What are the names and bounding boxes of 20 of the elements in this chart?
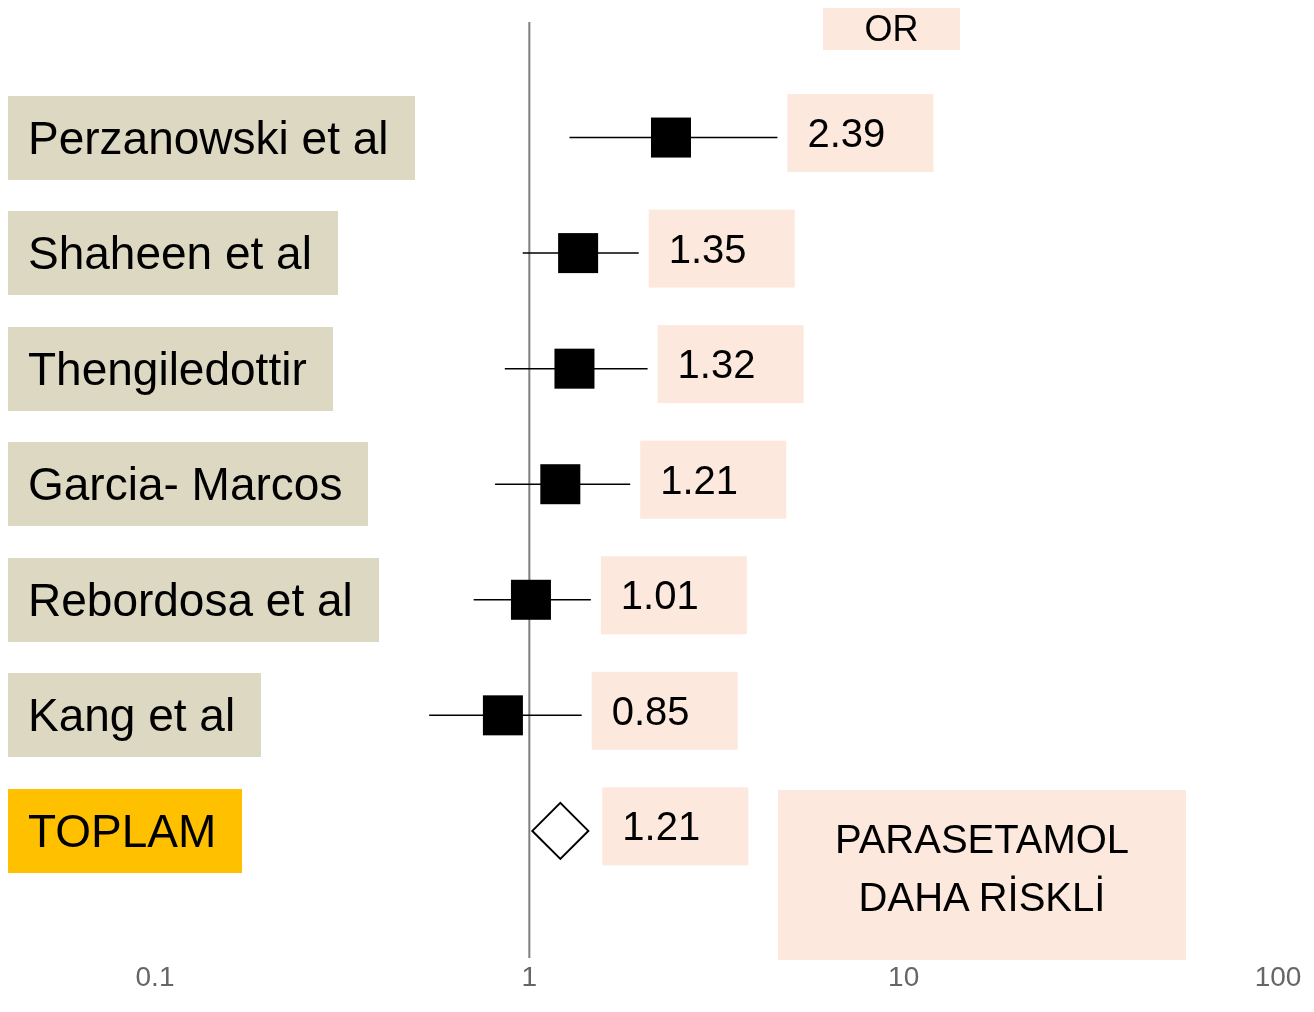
data-label: 1.35	[668, 226, 747, 271]
data-label: 1.01	[620, 573, 699, 618]
y-tick-label: Shaheen et al	[8, 211, 338, 296]
data-label: 2.39	[807, 111, 886, 156]
annotation: PARASETAMOL DAHA RİSKLİ	[778, 790, 1186, 960]
annotation: OR	[823, 8, 960, 50]
y-tick-label: Garcia- Marcos	[8, 442, 369, 527]
x-tick-label: 0.1	[135, 960, 175, 992]
data-label: 1.21	[660, 457, 739, 502]
y-tick-label: Thengiledottir	[8, 326, 333, 411]
data-label: 1.21	[622, 804, 701, 849]
y-tick-label: Rebordosa et al	[8, 557, 379, 642]
data-label: 0.85	[611, 688, 690, 733]
y-tick-label: Kang et al	[8, 673, 262, 758]
y-tick-label: Perzanowski et al	[8, 95, 415, 180]
x-tick-label: 1	[521, 960, 538, 992]
x-tick-label: 10	[888, 960, 920, 992]
data-label: 1.32	[677, 342, 756, 387]
x-tick-label: 100	[1254, 960, 1302, 992]
y-tick-label: TOPLAM	[8, 788, 243, 873]
